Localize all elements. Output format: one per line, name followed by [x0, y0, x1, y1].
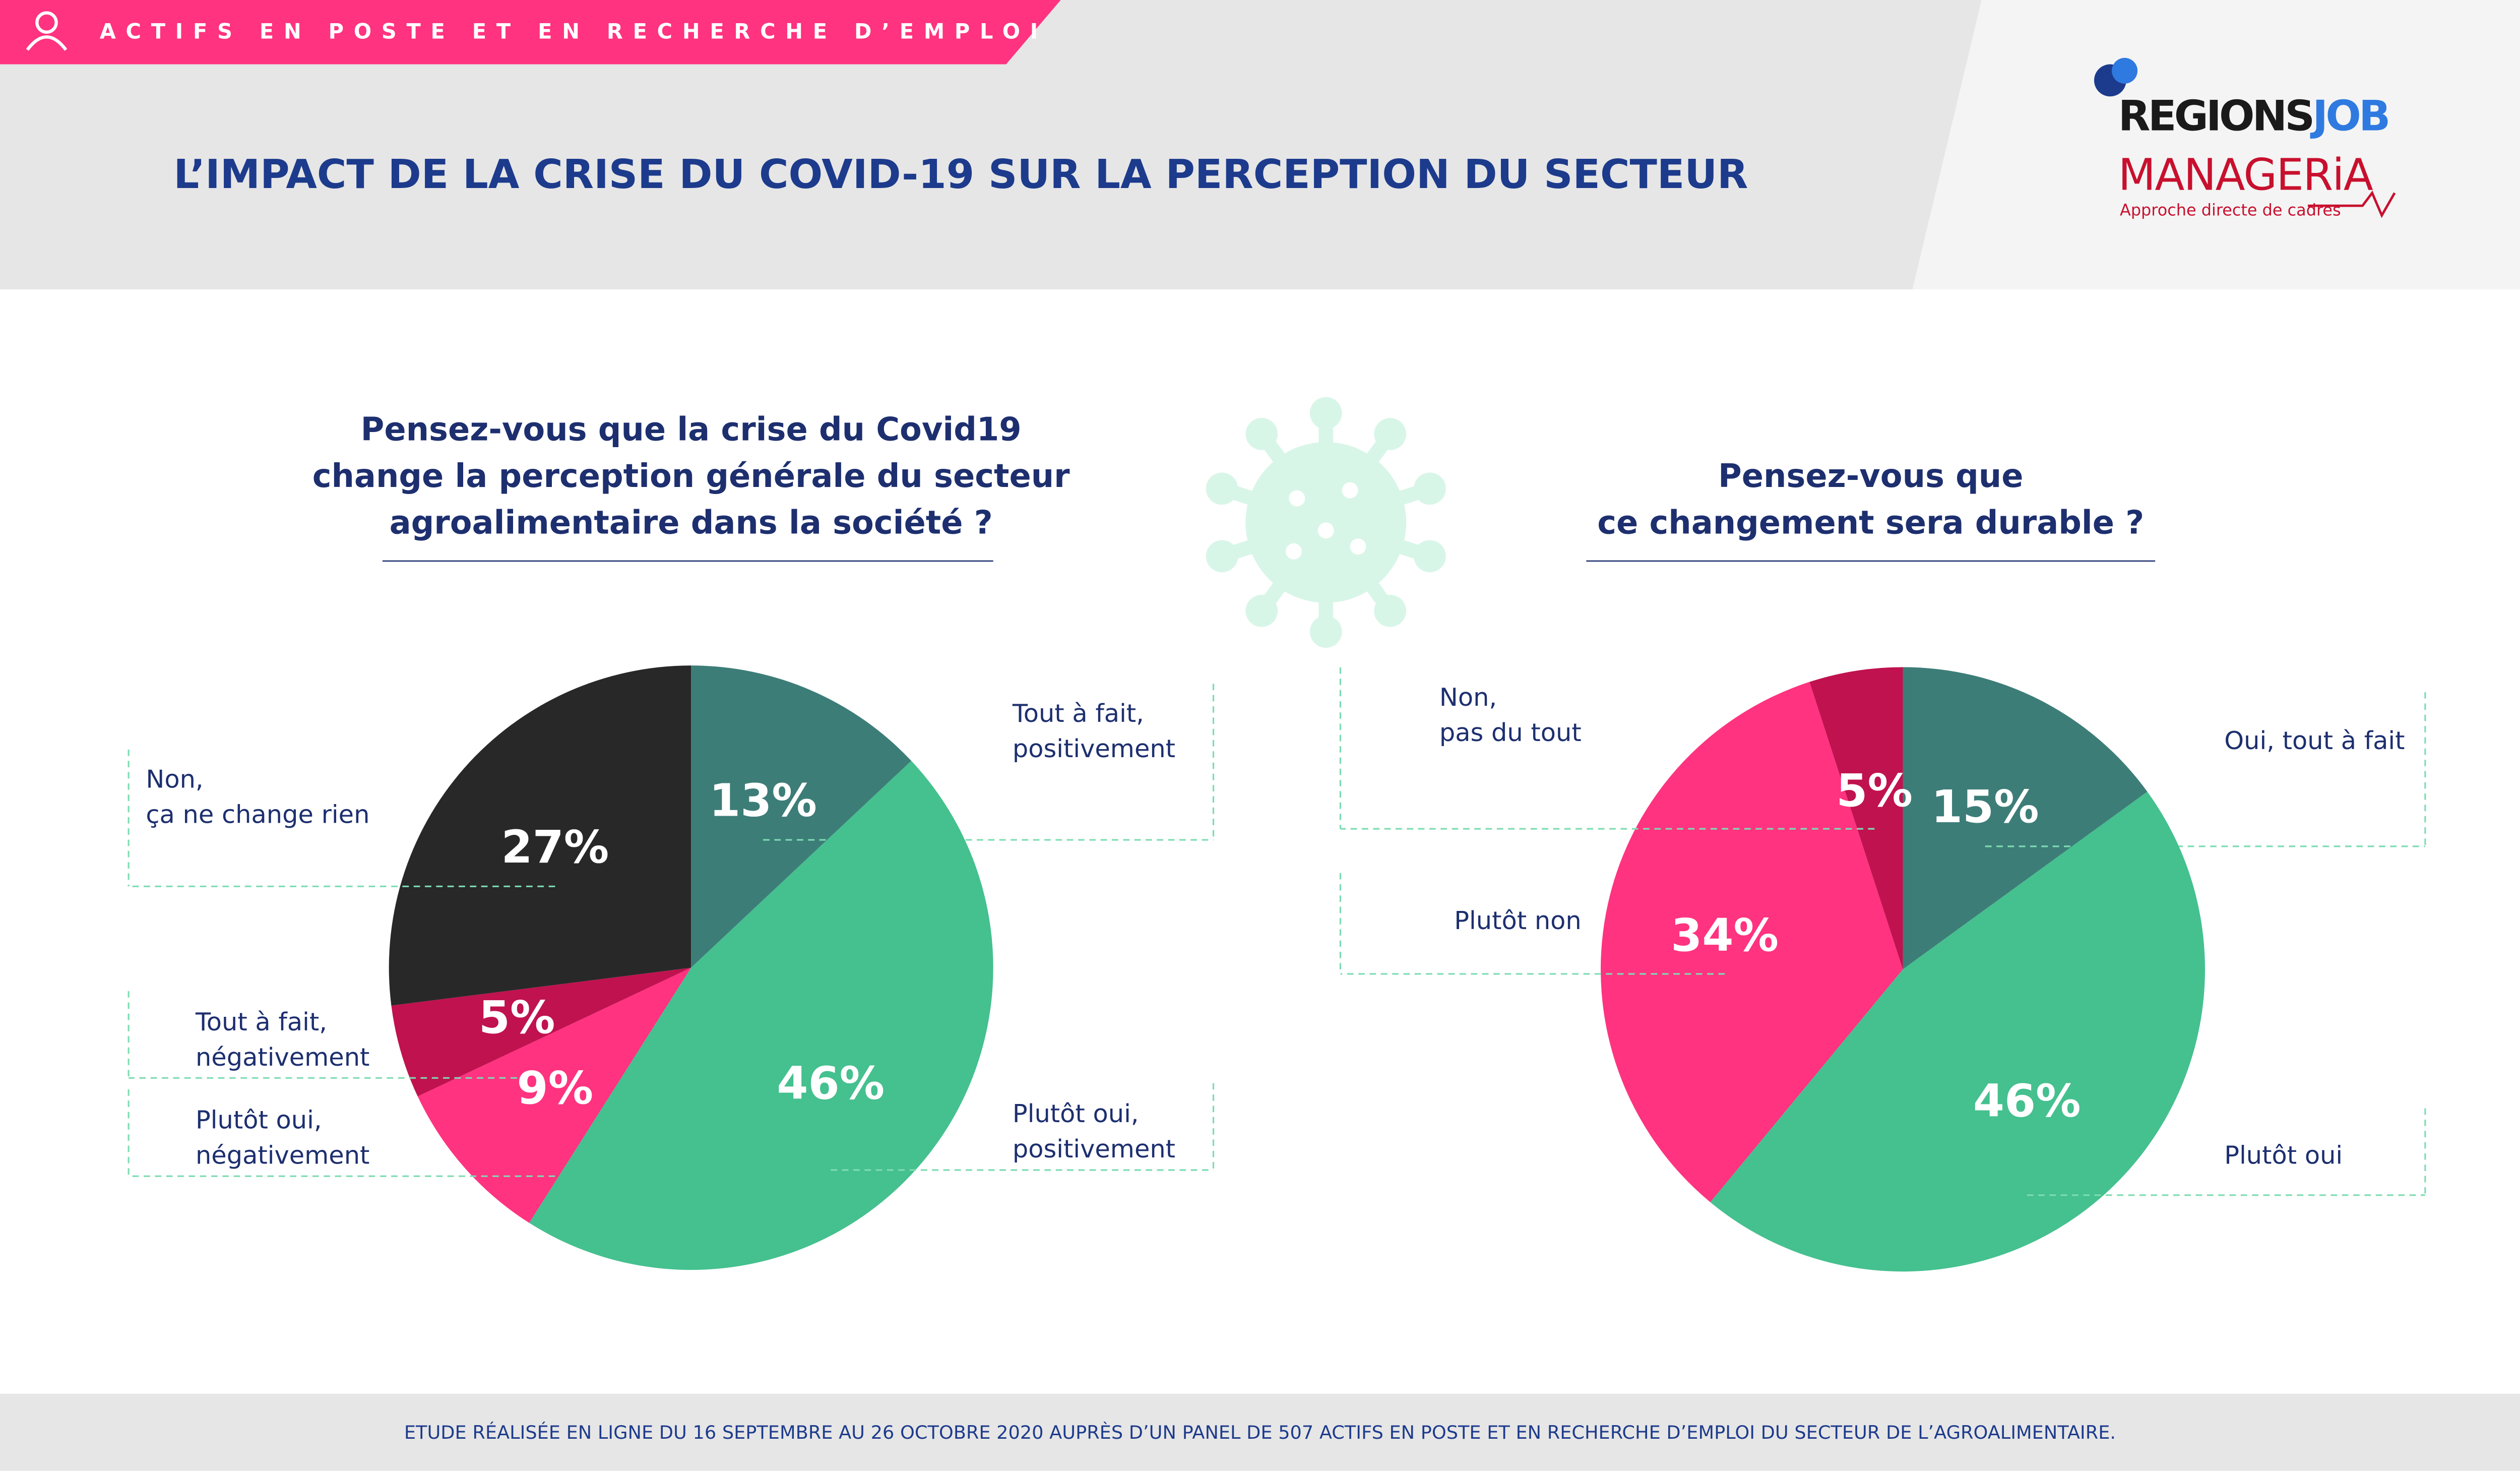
banner-tab	[0, 0, 1061, 65]
virus-spike-tip	[1206, 540, 1238, 573]
virus-dot	[1350, 538, 1366, 555]
value-label: 46%	[1973, 1075, 2081, 1128]
virus-icon	[1206, 397, 1446, 648]
virus-spike-tip	[1374, 418, 1407, 450]
person-icon	[26, 35, 68, 51]
category-label: Non, ça ne change rien	[146, 765, 370, 830]
pie-slice	[691, 665, 912, 968]
virus-spike-tip	[1245, 418, 1278, 450]
logo-text: JOB	[2312, 93, 2390, 142]
virus-spike	[1324, 481, 1432, 530]
header-band	[0, 0, 1982, 289]
virus-dot	[1286, 543, 1302, 560]
virus-spike	[1220, 515, 1329, 564]
person-icon	[35, 11, 58, 34]
logo-band	[1912, 0, 2520, 289]
category-label: Plutôt oui, positivement	[1012, 1099, 1176, 1164]
pie-slice	[1809, 667, 1903, 969]
value-label: 15%	[1931, 781, 2039, 834]
category-label: Oui, tout à fait	[2224, 726, 2405, 755]
category-label: Plutôt oui, négativement	[195, 1105, 370, 1170]
pie-slice	[417, 967, 691, 1223]
virus-spike-tip	[1414, 540, 1446, 573]
pie-slice	[391, 967, 691, 1096]
logo-tagline: Approche directe de cadres	[2120, 202, 2341, 220]
pie-slice	[529, 761, 993, 1270]
value-label: 5%	[1836, 763, 1913, 817]
category-label: Tout à fait, négativement	[195, 1007, 370, 1072]
category-label: Tout à fait, positivement	[1012, 700, 1176, 764]
category-label: Plutôt non	[1454, 906, 1582, 936]
value-label: 27%	[501, 821, 609, 875]
plots	[128, 560, 2426, 1272]
pie-slice	[1710, 791, 2206, 1272]
banner: ACTIFS EN POSTE ET EN RECHERCHE D’EMPLOI	[99, 21, 1048, 45]
footer: ETUDE RÉALISÉE EN LIGNE DU 16 SEPTEMBRE …	[404, 1421, 2116, 1444]
virus-spike-tip	[1245, 594, 1278, 627]
virus-dot	[1289, 490, 1305, 507]
chart-title: Pensez-vous que la crise du Covid19 chan…	[312, 410, 1070, 542]
virus-spike	[1220, 481, 1329, 530]
value-label: 46%	[777, 1057, 885, 1110]
pie-slice	[389, 665, 691, 1006]
virus-spike	[1255, 430, 1332, 527]
pie-slice	[1601, 682, 1903, 1202]
virus-spike-tip	[1414, 472, 1446, 505]
value-label: 9%	[517, 1061, 594, 1115]
category-label: Plutôt oui	[2224, 1142, 2343, 1171]
value-label: 34%	[1671, 908, 1779, 962]
logo-swoosh	[2308, 190, 2396, 218]
virus-spike-tip	[1309, 616, 1342, 648]
virus-spike	[1320, 518, 1396, 616]
virus-spike-tip	[1309, 397, 1342, 430]
virus-spike-tip	[1374, 594, 1407, 627]
logo-regionsjob: REGIONSJOB	[2118, 93, 2390, 142]
logo-text: REGIONS	[2118, 93, 2315, 142]
virus-spike	[1255, 518, 1332, 616]
logo-manageria: MANAGERiA	[2118, 151, 2373, 201]
main-title: L’IMPACT DE LA CRISE DU COVID-19 SUR LA …	[173, 151, 1748, 198]
category-label: Non, pas du tout	[1439, 683, 1582, 748]
virus-dot	[1317, 522, 1334, 539]
value-label: 13%	[709, 774, 817, 828]
footer-band	[0, 1393, 2520, 1471]
chart-title: Pensez-vous que ce changement sera durab…	[1597, 456, 2145, 542]
value-label: 5%	[478, 992, 555, 1045]
pie-slice	[1903, 667, 2148, 969]
virus-spike-tip	[1206, 472, 1238, 505]
virus-spike	[1324, 515, 1432, 564]
virus-spike	[1320, 430, 1396, 527]
virus-dot	[1342, 482, 1358, 499]
logo-bubble	[2112, 57, 2138, 84]
